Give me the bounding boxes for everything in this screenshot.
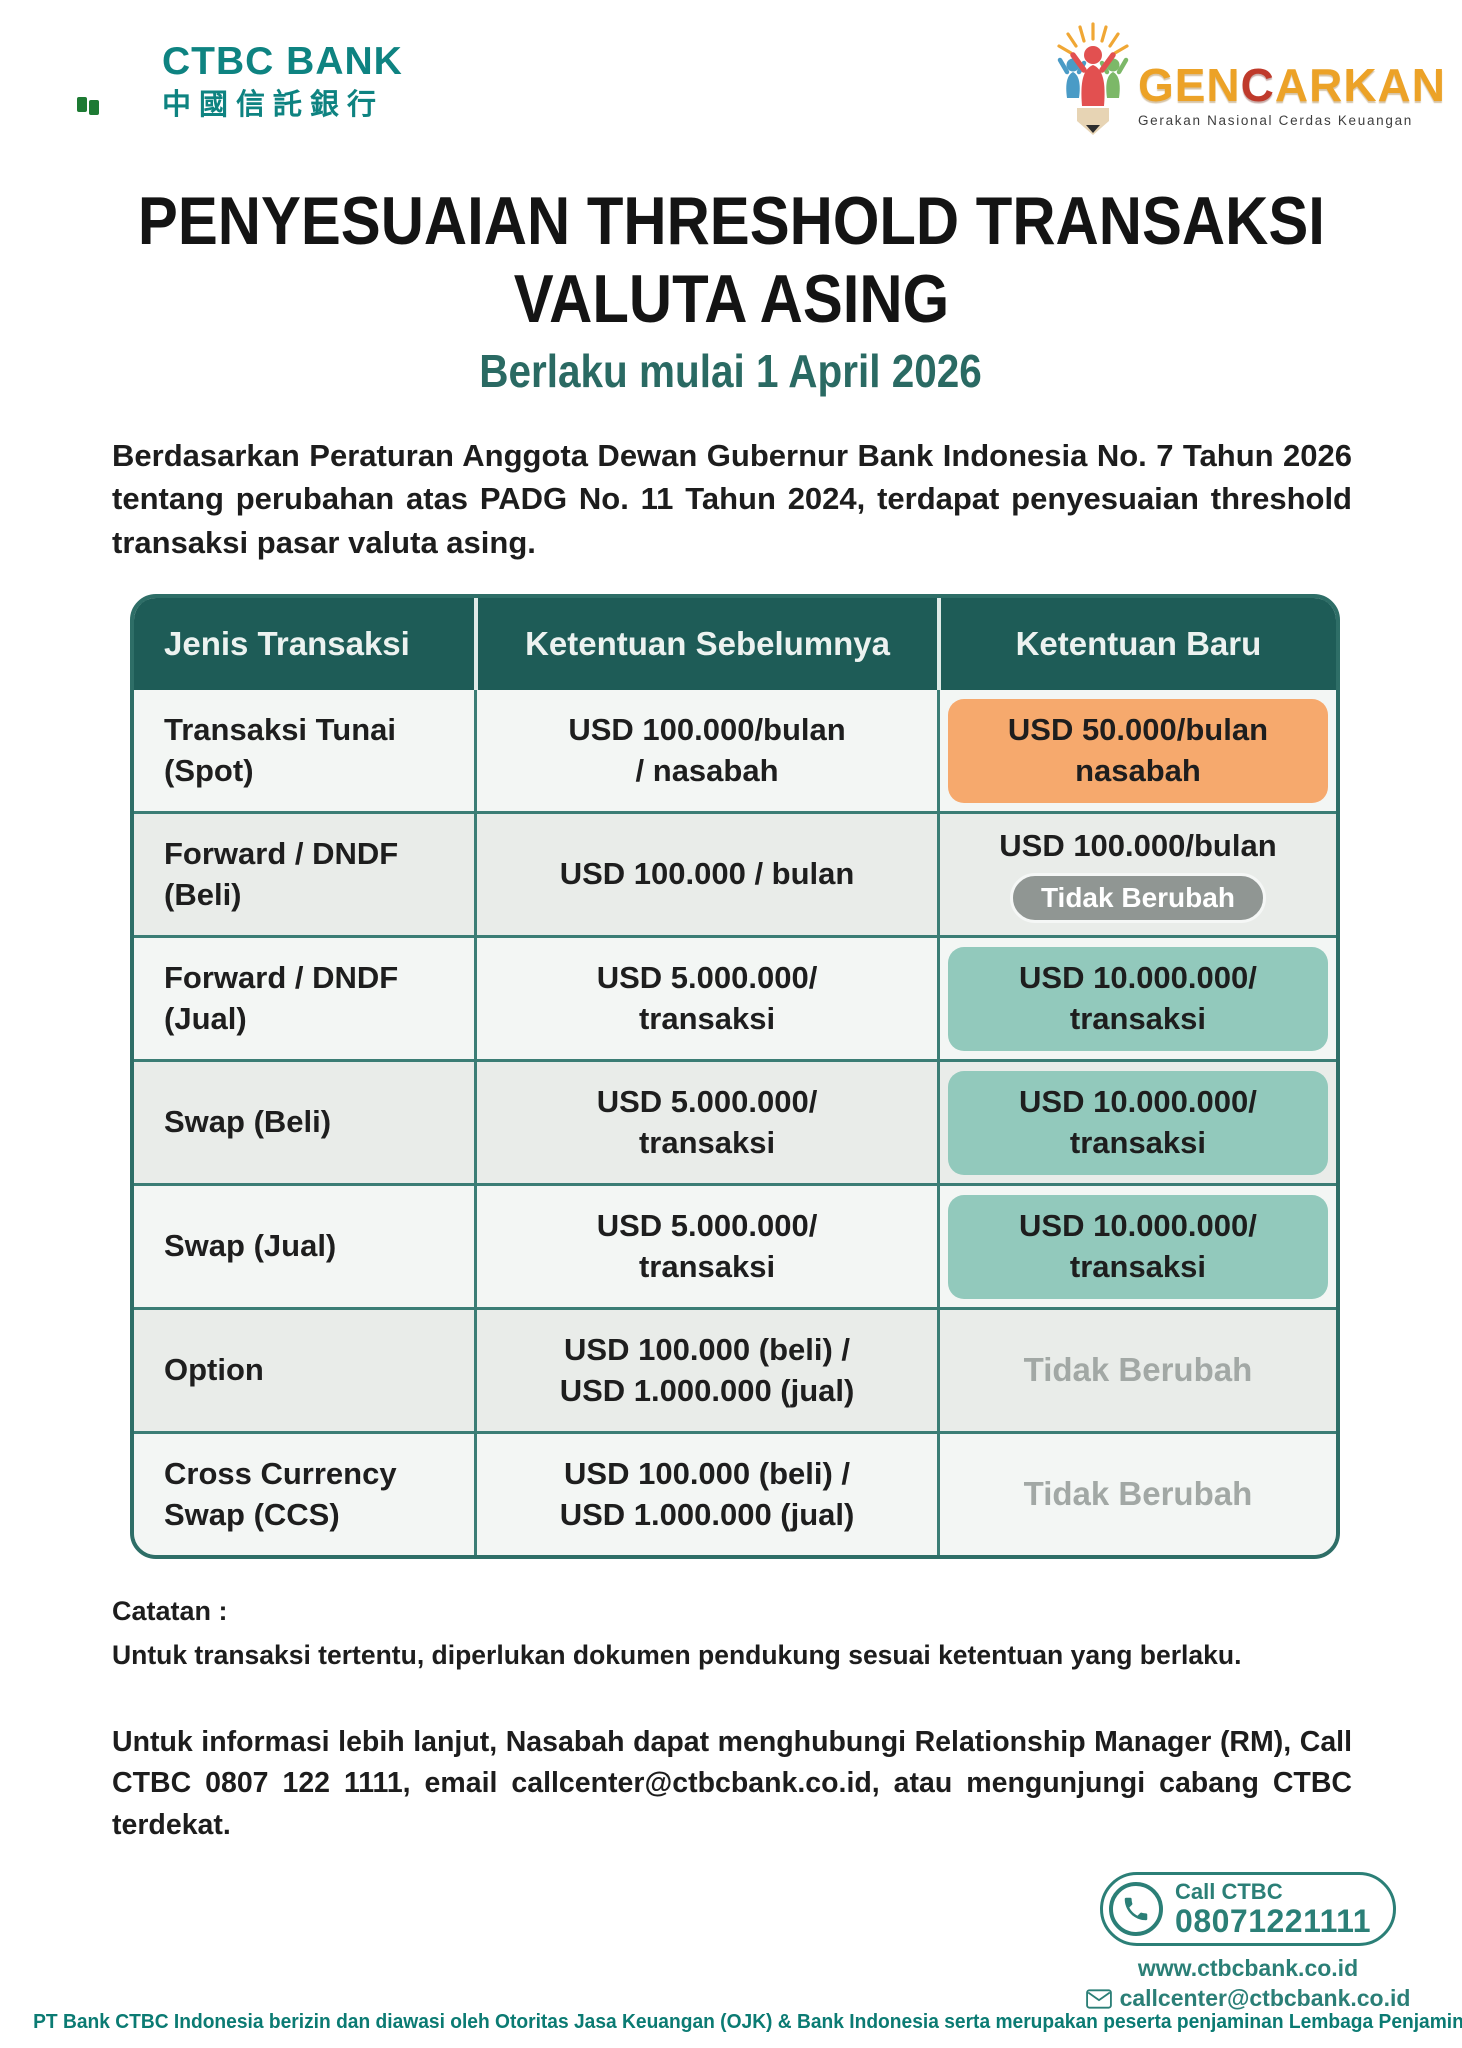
contact-block: Call CTBC 08071221111 www.ctbcbank.co.id…	[1068, 1872, 1428, 2012]
table-header-row: Jenis Transaksi Ketentuan Sebelumnya Ket…	[134, 598, 1336, 690]
table-row-option: Option USD 100.000 (beli) / USD 1.000.00…	[134, 1307, 1336, 1431]
column-header-jenis-transaksi: Jenis Transaksi	[134, 598, 475, 690]
table-row-swap-beli: Swap (Beli) USD 5.000.000/ transaksi USD…	[134, 1059, 1336, 1183]
previous-rule-cell: USD 100.000/bulan / nasabah	[474, 690, 937, 811]
ctbc-bank-logo: We are Family CTBC BANK 中國信託銀行	[42, 24, 403, 124]
table-row-spot: Transaksi Tunai (Spot) USD 100.000/bulan…	[134, 690, 1336, 811]
table-row-swap-jual: Swap (Jual) USD 5.000.000/ transaksi USD…	[134, 1183, 1336, 1307]
transaction-type-cell: Forward / DNDF (Jual)	[134, 938, 475, 1059]
teal-highlight-box: USD 10.000.000/ transaksi	[947, 1070, 1328, 1175]
call-ctbc-label: Call CTBC	[1175, 1879, 1283, 1904]
gencarkan-name: GENCARKAN	[1137, 59, 1446, 111]
new-rule-cell: USD 10.000.000/ transaksi	[936, 1186, 1336, 1307]
fx-threshold-table: Jenis Transaksi Ketentuan Sebelumnya Ket…	[130, 594, 1340, 1559]
new-rule-cell: Tidak Berubah	[936, 1310, 1336, 1431]
gencarkan-tagline: Gerakan Nasional Cerdas Keuangan	[1137, 113, 1414, 128]
unchanged-text: Tidak Berubah	[1023, 1351, 1253, 1389]
previous-rule-cell: USD 5.000.000/ transaksi	[474, 938, 937, 1059]
previous-rule-cell: USD 5.000.000/ transaksi	[474, 1062, 937, 1183]
transaction-type-cell: Option	[134, 1310, 475, 1431]
unchanged-text: Tidak Berubah	[1023, 1475, 1253, 1513]
ctbc-bank-name: CTBC BANK	[162, 40, 403, 83]
new-rule-cell: USD 10.000.000/ transaksi	[936, 938, 1336, 1059]
unchanged-badge: Tidak Berubah	[1009, 872, 1266, 924]
transaction-type-cell: Swap (Jual)	[134, 1186, 475, 1307]
previous-rule-cell: USD 100.000 / bulan	[474, 814, 937, 935]
page-title-line1: PENYESUAIAN THRESHOLD TRANSAKSI	[137, 183, 1325, 259]
orange-highlight-box: USD 50.000/bulan nasabah	[947, 698, 1328, 803]
phone-icon	[1109, 1882, 1164, 1937]
teal-highlight-box: USD 10.000.000/ transaksi	[947, 1194, 1328, 1299]
gencarkan-logo: GENCARKAN Gerakan Nasional Cerdas Keuang…	[1050, 22, 1446, 136]
ctbc-bank-name-chinese: 中國信託銀行	[162, 89, 385, 121]
we-are-family-emblem: We are Family	[42, 24, 142, 124]
new-rule-cell: USD 50.000/bulan nasabah	[936, 690, 1336, 811]
notes-label: Catatan :	[112, 1596, 228, 1626]
intro-paragraph: Berdasarkan Peraturan Anggota Dewan Gube…	[112, 438, 1352, 560]
transaction-type-cell: Cross Currency Swap (CCS)	[134, 1434, 475, 1555]
page-subtitle: Berlaku mulai 1 April 2026	[479, 345, 983, 397]
website-url: www.ctbcbank.co.id	[1137, 1955, 1359, 1982]
transaction-type-cell: Swap (Beli)	[134, 1062, 475, 1183]
note-supporting-documents: Untuk transaksi tertentu, diperlukan dok…	[112, 1640, 1242, 1670]
column-header-ketentuan-baru: Ketentuan Baru	[936, 598, 1336, 690]
footer-disclaimer: PT Bank CTBC Indonesia berizin dan diawa…	[33, 2011, 1462, 2033]
page-title: PENYESUAIAN THRESHOLD TRANSAKSI VALUTA A…	[0, 182, 1462, 338]
page-title-line2: VALUTA ASING	[513, 261, 949, 338]
ctbc-green-symbol	[75, 95, 101, 117]
transaction-type-cell: Forward / DNDF (Beli)	[134, 814, 475, 935]
previous-rule-cell: USD 100.000 (beli) / USD 1.000.000 (jual…	[474, 1310, 937, 1431]
table-row-forward-jual: Forward / DNDF (Jual) USD 5.000.000/ tra…	[134, 935, 1336, 1059]
new-rule-cell: Tidak Berubah	[936, 1434, 1336, 1555]
envelope-icon	[1085, 1989, 1112, 2009]
call-ctbc-badge: Call CTBC 08071221111	[1100, 1872, 1396, 1947]
teal-highlight-box: USD 10.000.000/ transaksi	[947, 946, 1328, 1051]
previous-rule-cell: USD 100.000 (beli) / USD 1.000.000 (jual…	[474, 1434, 937, 1555]
new-rule-value: USD 100.000/bulan	[999, 827, 1277, 863]
transaction-type-cell: Transaksi Tunai (Spot)	[134, 690, 475, 811]
previous-rule-cell: USD 5.000.000/ transaksi	[474, 1186, 937, 1307]
table-row-forward-beli: Forward / DNDF (Beli) USD 100.000 / bula…	[134, 811, 1336, 935]
column-header-ketentuan-sebelumnya: Ketentuan Sebelumnya	[474, 598, 937, 690]
table-row-ccs: Cross Currency Swap (CCS) USD 100.000 (b…	[134, 1431, 1336, 1555]
new-rule-cell: USD 100.000/bulan Tidak Berubah	[936, 814, 1336, 935]
note-contact-info: Untuk informasi lebih lanjut, Nasabah da…	[112, 1726, 1352, 1841]
email-address: callcenter@ctbcbank.co.id	[1119, 1985, 1411, 2012]
gencarkan-icon	[1050, 22, 1136, 136]
gencarkan-red-c: C	[1240, 59, 1275, 111]
new-rule-cell: USD 10.000.000/ transaksi	[936, 1062, 1336, 1183]
call-ctbc-number: 08071221111	[1175, 1902, 1371, 1939]
